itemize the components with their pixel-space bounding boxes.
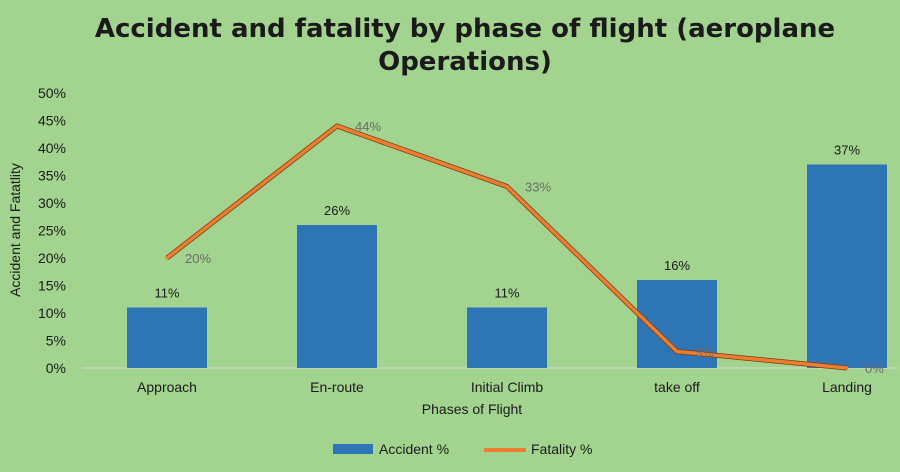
x-tick-label: Approach (137, 379, 197, 395)
accident-bar (807, 164, 887, 368)
y-tick-label: 30% (38, 195, 66, 211)
legend-fatality-label: Fatality % (531, 441, 592, 457)
fatality-point-label: 33% (525, 180, 551, 195)
x-tick-label: Initial Climb (471, 379, 544, 395)
y-tick-label: 25% (38, 223, 66, 239)
accident-bar (297, 225, 377, 368)
y-tick-label: 15% (38, 278, 66, 294)
chart-title-line-2: Operations) (378, 47, 552, 77)
y-tick-label: 0% (46, 360, 66, 376)
accident-bar (127, 307, 207, 368)
accident-bar-label: 37% (834, 143, 860, 158)
y-tick-label: 35% (38, 168, 66, 184)
fatality-point (845, 366, 849, 370)
fatality-point (335, 124, 339, 128)
y-tick-label: 20% (38, 250, 66, 266)
legend-accident-swatch (333, 444, 373, 454)
y-tick-label: 10% (38, 305, 66, 321)
chart-title-line-1: Accident and fatality by phase of flight… (95, 14, 835, 44)
accident-bar-label: 11% (494, 286, 519, 301)
accident-bar (467, 307, 547, 368)
y-axis-label: Accident and Fatatlity (7, 163, 23, 297)
accident-bar-label: 26% (324, 203, 350, 218)
x-tick-label: En-route (310, 379, 364, 395)
y-tick-label: 5% (46, 333, 66, 349)
x-axis-label: Phases of Flight (422, 401, 522, 417)
x-tick-label: Landing (822, 379, 872, 395)
accident-bar-label: 11% (154, 286, 179, 301)
fatality-point-label: 20% (185, 251, 211, 266)
fatality-point (505, 185, 509, 188)
legend-accident-label: Accident % (379, 441, 449, 457)
fatality-point (675, 350, 679, 353)
x-tick-label: take off (654, 379, 700, 395)
fatality-point (165, 256, 169, 260)
fatality-point-label: 0% (865, 361, 884, 376)
y-tick-label: 45% (38, 113, 66, 129)
accident-bar-label: 16% (664, 258, 690, 273)
y-tick-label: 50% (38, 85, 66, 101)
fatality-point-label: 44% (355, 119, 381, 134)
fatality-point-label: 3% (695, 345, 714, 360)
y-tick-label: 40% (38, 140, 66, 156)
